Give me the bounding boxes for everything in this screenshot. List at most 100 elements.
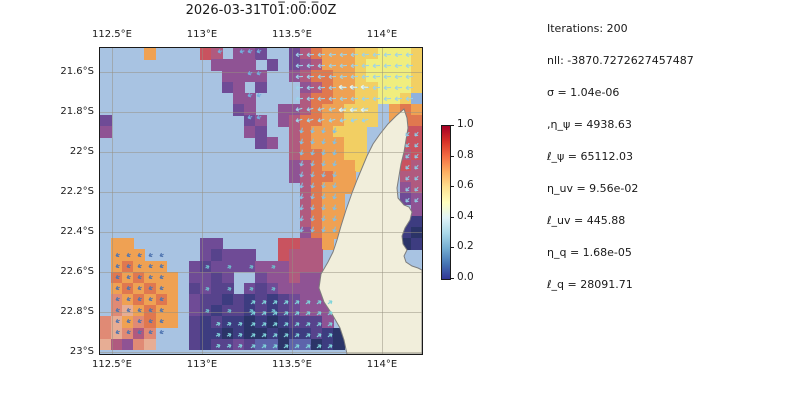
heatmap-cell: [399, 171, 412, 183]
heatmap-cell: [288, 148, 301, 161]
heatmap-cell: [299, 137, 312, 150]
heatmap-cell: [366, 115, 379, 127]
heatmap-cell: [299, 48, 312, 60]
quiver-arrow: [310, 226, 315, 233]
x-tick-label: 113°E: [186, 359, 218, 370]
quiver-arrow: [361, 52, 370, 58]
quiver-arrow: [305, 300, 311, 305]
heatmap-cell: [322, 171, 334, 183]
heatmap-cell: [199, 316, 212, 329]
heatmap-cell: [166, 316, 179, 329]
quiver-arrow: [159, 263, 164, 269]
quiver-arrow: [299, 215, 304, 222]
heatmap-cell: [299, 215, 312, 228]
colorbar-tick: [450, 155, 454, 157]
heatmap-cell: [322, 148, 334, 161]
heatmap-cell: [322, 338, 334, 351]
heatmap-cell: [255, 271, 268, 284]
heatmap-cell: [333, 48, 345, 60]
quiver-arrow: [294, 333, 300, 338]
heatmap-cell: [100, 126, 112, 138]
heatmap-cell: [377, 81, 390, 94]
heatmap-cell: [244, 327, 256, 340]
quiver-arrow: [205, 287, 210, 292]
stat-line: σ = 1.04e-06: [547, 86, 620, 99]
heatmap-cell: [277, 238, 290, 250]
heatmap-cell: [199, 48, 212, 60]
heatmap-cell: [322, 103, 334, 116]
quiver-arrow: [360, 84, 369, 90]
quiver-arrow: [306, 63, 315, 69]
heatmap-cell: [310, 70, 323, 83]
heatmap-cell: [277, 260, 290, 273]
heatmap-cell: [288, 171, 301, 183]
heatmap-cell: [344, 126, 356, 138]
y-tick-label: 22.8°S: [60, 306, 94, 317]
quiver-arrow: [332, 215, 337, 222]
heatmap-cell: [277, 316, 290, 329]
heatmap-cell: [122, 338, 134, 351]
quiver-arrow: [321, 182, 326, 189]
quiver-arrow: [137, 296, 142, 302]
heatmap-cell: [399, 92, 412, 105]
quiver-arrow: [321, 149, 326, 156]
heatmap-cell: [288, 282, 301, 295]
quiver-arrow: [250, 344, 256, 349]
heatmap-cell: [333, 204, 345, 217]
heatmap-cell: [266, 260, 279, 273]
quiver-arrow: [126, 285, 131, 291]
heatmap-cell: [410, 238, 422, 250]
gridline-meridian: [202, 48, 203, 354]
heatmap-cell: [310, 148, 323, 161]
quiver-arrow: [261, 311, 267, 316]
quiver-arrow: [405, 142, 410, 148]
heatmap-cell: [344, 70, 356, 83]
heatmap-cell: [266, 271, 279, 284]
quiver-arrow: [338, 84, 347, 90]
colorbar-tick: [450, 125, 454, 126]
quiver-arrow: [350, 96, 359, 102]
x-tick-label: 114°E: [366, 359, 398, 370]
heatmap-cell: [399, 182, 412, 194]
gridline-meridian: [112, 48, 113, 354]
quiver-arrow: [350, 52, 359, 58]
quiver-arrow: [394, 52, 403, 58]
quiver-arrow: [126, 307, 131, 313]
quiver-arrow: [115, 329, 120, 335]
quiver-arrow: [237, 343, 243, 349]
heatmap-cell: [388, 81, 401, 94]
quiver-arrow: [361, 74, 370, 80]
heatmap-cell: [244, 260, 256, 273]
quiver-arrow: [247, 49, 253, 54]
heatmap-cell: [344, 159, 356, 172]
gridline-meridian: [382, 48, 383, 354]
heatmap-cell: [244, 282, 256, 295]
quiver-arrow: [305, 322, 311, 327]
quiver-arrow: [272, 344, 278, 349]
heatmap-cell: [277, 249, 290, 261]
heatmap-cell: [310, 260, 323, 273]
quiver-arrow: [261, 344, 267, 349]
quiver-arrow: [394, 74, 403, 80]
quiver-arrow: [226, 321, 232, 327]
quiver-arrow: [361, 96, 370, 102]
quiver-arrow: [414, 186, 419, 192]
heatmap-cell: [277, 115, 290, 127]
x-tick-label: 112.5°E: [92, 29, 132, 40]
x-tick-label: 113.5°E: [272, 359, 312, 370]
quiver-arrow: [217, 49, 223, 54]
heatmap-cell: [355, 137, 367, 150]
quiver-arrow: [332, 127, 337, 134]
heatmap-cell: [244, 249, 256, 261]
heatmap-cell: [299, 316, 312, 329]
quiver-arrow: [328, 63, 337, 69]
heatmap-cell: [355, 115, 367, 127]
heatmap-cell: [255, 282, 268, 295]
heatmap-cell: [322, 126, 334, 138]
heatmap-cell: [310, 159, 323, 172]
quiver-arrow: [310, 171, 315, 178]
heatmap-cell: [355, 59, 367, 71]
quiver-arrow: [414, 142, 419, 148]
gridline-parallel: [100, 152, 422, 153]
